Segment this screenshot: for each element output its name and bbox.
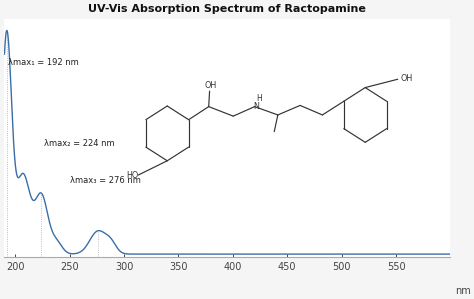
Text: N: N [253, 102, 259, 111]
Text: OH: OH [400, 74, 412, 83]
Text: nm: nm [455, 286, 471, 296]
Text: λmax₂ = 224 nm: λmax₂ = 224 nm [44, 139, 114, 148]
Text: λmax₃ = 276 nm: λmax₃ = 276 nm [70, 176, 141, 184]
Title: UV-Vis Absorption Spectrum of Ractopamine: UV-Vis Absorption Spectrum of Ractopamin… [89, 4, 366, 14]
Text: H: H [256, 94, 262, 103]
Text: HO: HO [126, 170, 138, 180]
Text: λmax₁ = 192 nm: λmax₁ = 192 nm [8, 58, 79, 67]
Text: OH: OH [205, 81, 217, 90]
